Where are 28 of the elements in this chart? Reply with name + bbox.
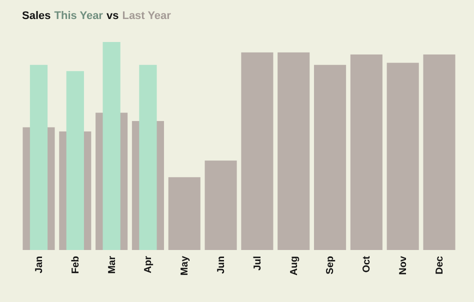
x-tick-label: Oct xyxy=(362,255,373,273)
bar xyxy=(66,71,84,250)
x-tick-label: Dec xyxy=(434,256,446,274)
bar xyxy=(350,54,382,250)
text: vs xyxy=(106,10,119,22)
bar xyxy=(168,177,200,250)
x-tick-label: Sep xyxy=(325,256,336,274)
x-tick-label: Mar xyxy=(106,256,118,274)
bar xyxy=(386,62,419,250)
x-tick-label: Nov xyxy=(398,256,410,275)
x-tick-label: Apr xyxy=(143,256,154,274)
bar xyxy=(314,64,346,250)
bar xyxy=(278,52,310,250)
x-tick-label: Jan xyxy=(34,256,45,274)
bar xyxy=(30,64,48,250)
x-tick-label: Jul xyxy=(252,256,264,270)
x-tick-label: Aug xyxy=(288,256,300,276)
x-tick-label: Feb xyxy=(70,256,82,274)
series-label: This Year xyxy=(54,10,104,22)
bar xyxy=(241,52,274,250)
bar xyxy=(423,54,456,250)
bar xyxy=(204,160,237,250)
text: Last Year xyxy=(122,10,172,22)
bar xyxy=(102,42,120,250)
chart-title: Sales xyxy=(22,10,51,22)
x-tick-label: Jun xyxy=(216,256,227,274)
bar xyxy=(139,64,157,250)
x-tick-label: May xyxy=(180,256,191,276)
